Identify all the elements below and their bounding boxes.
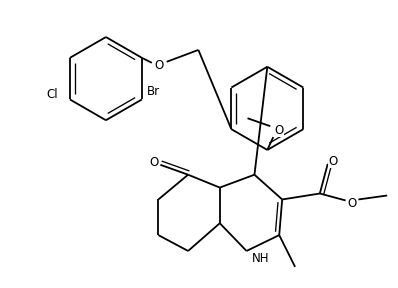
Text: O: O [150,156,159,169]
Text: O: O [275,124,284,137]
Text: Br: Br [147,85,160,98]
Text: NH: NH [252,252,269,265]
Text: O: O [347,197,356,210]
Text: Cl: Cl [47,88,58,101]
Text: O: O [154,59,164,72]
Text: O: O [328,155,338,168]
